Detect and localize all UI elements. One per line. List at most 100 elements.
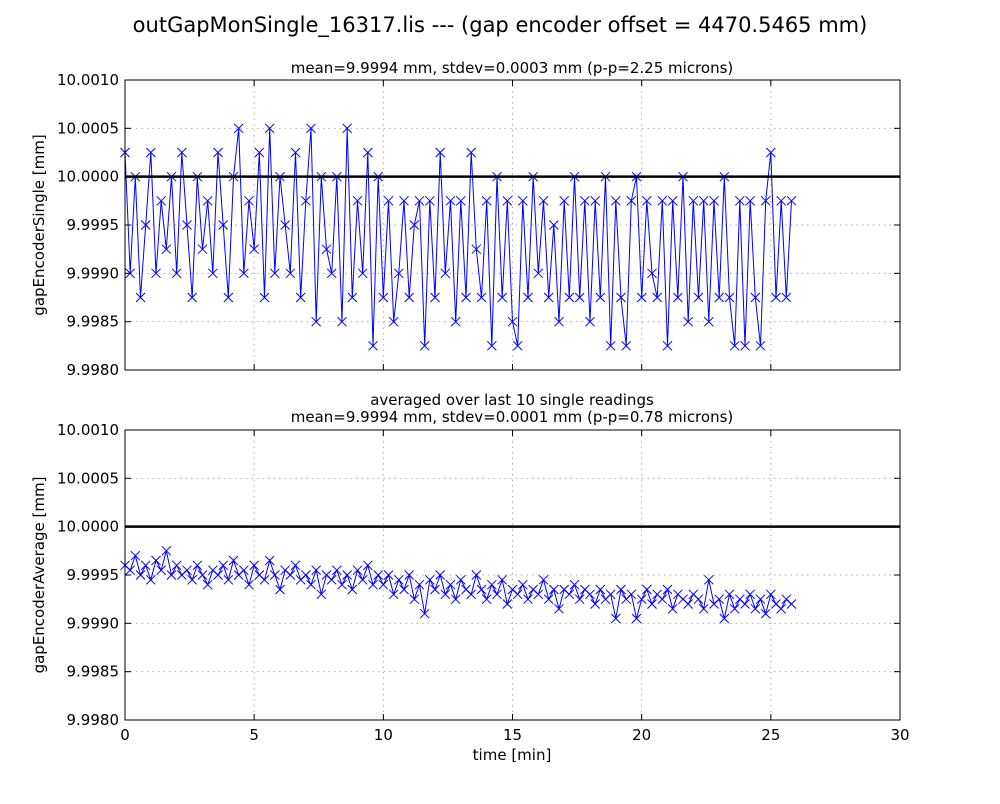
bottom-data-point: [249, 560, 260, 571]
top-data-point: [326, 268, 337, 279]
bottom-data-point: [543, 594, 554, 605]
bottom-data-point: [419, 608, 430, 619]
top-data-point: [533, 268, 544, 279]
bottom-data-point: [316, 589, 327, 600]
top-data-point: [424, 195, 435, 206]
bottom-data-point: [373, 570, 384, 580]
bottom-data-point: [409, 594, 420, 605]
bottom-data-point: [290, 560, 301, 571]
bottom-data-point: [145, 574, 156, 585]
bottom-xtick-label: 25: [761, 726, 780, 744]
bottom-data-point: [187, 574, 198, 585]
top-data-point: [280, 220, 291, 230]
bottom-data-point: [636, 594, 647, 605]
top-data-point: [750, 292, 761, 303]
bottom-data-point: [223, 574, 234, 585]
top-data-point: [259, 292, 270, 303]
bottom-data-point: [331, 565, 342, 576]
bottom-data-point: [533, 589, 544, 600]
top-data-point: [430, 292, 440, 303]
top-data-point: [419, 340, 430, 351]
top-data-point: [450, 316, 461, 327]
top-data-point: [223, 292, 234, 303]
bottom-ytick-label: 10.0000: [57, 518, 119, 536]
top-data-point: [595, 292, 606, 303]
top-data-point: [554, 316, 564, 327]
bottom-data-point: [264, 555, 275, 566]
top-data-point: [466, 147, 477, 158]
top-data-point: [610, 195, 621, 206]
bottom-data-point: [714, 594, 725, 605]
top-data-point: [517, 195, 528, 206]
bottom-data-point: [569, 579, 580, 590]
top-data-point: [435, 147, 446, 158]
bottom-data-point: [259, 574, 270, 585]
top-data-point: [626, 195, 637, 206]
top-data-point: [693, 292, 704, 303]
top-data-point: [585, 316, 595, 327]
bottom-data-point: [362, 560, 373, 571]
top-data-point: [688, 195, 699, 206]
bottom-data-point: [523, 594, 533, 605]
bottom-data-point: [585, 589, 595, 600]
top-data-point: [461, 292, 471, 303]
top-data-point: [776, 195, 787, 206]
top-data-point: [306, 123, 316, 134]
top-data-point: [734, 195, 745, 206]
top-data-point: [290, 147, 301, 158]
top-data-point: [182, 220, 192, 230]
bottom-ytick-label: 9.9990: [67, 614, 120, 632]
bottom-data-point: [455, 574, 466, 585]
top-data-point: [543, 292, 554, 303]
bottom-data-point: [538, 574, 549, 585]
top-data-point: [337, 316, 347, 327]
bottom-xtick-label: 10: [374, 726, 393, 744]
bottom-data-point: [729, 603, 740, 614]
top-data-point: [667, 195, 678, 206]
bottom-data-point: [517, 579, 528, 590]
bottom-data-point: [574, 594, 585, 605]
top-data-point: [559, 195, 570, 206]
bottom-data-point: [750, 603, 761, 614]
bottom-data-point: [590, 599, 601, 609]
bottom-data-point: [383, 570, 394, 580]
top-data-point: [724, 292, 735, 303]
top-data-point: [455, 195, 466, 206]
top-data-point: [233, 123, 244, 134]
bottom-data-point: [698, 603, 709, 614]
bottom-data-point: [311, 565, 322, 576]
top-data-point: [383, 195, 394, 206]
bottom-data-point: [610, 613, 621, 624]
top-data-point: [388, 316, 399, 327]
top-data-point: [641, 195, 652, 206]
top-data-point: [187, 292, 198, 303]
top-data-point: [213, 147, 223, 158]
bottom-data-point: [719, 613, 730, 624]
bottom-data-point: [440, 589, 451, 600]
top-data-point: [662, 340, 673, 351]
bottom-data-point: [476, 584, 487, 595]
bottom-data-point: [352, 565, 363, 576]
bottom-plot: averaged over last 10 single readings me…: [30, 391, 910, 764]
bottom-xtick-label: 5: [249, 726, 259, 744]
top-data-point: [698, 195, 709, 206]
top-data-point: [771, 292, 781, 303]
bottom-plot-ylabel: gapEncoderAverage [mm]: [30, 477, 48, 674]
bottom-data-point: [326, 574, 337, 585]
top-data-point: [202, 195, 213, 206]
bottom-data-point: [347, 584, 358, 595]
top-data-point: [238, 268, 249, 279]
top-data-point: [171, 268, 182, 279]
top-data-point: [207, 268, 218, 279]
bottom-data-point: [745, 589, 756, 600]
bottom-data-point: [631, 613, 642, 624]
bottom-data-point: [337, 579, 347, 590]
top-data-point: [590, 195, 601, 206]
top-data-point: [140, 220, 151, 230]
bottom-data-point: [238, 565, 249, 576]
bottom-data-point: [740, 599, 750, 609]
figure-title: outGapMonSingle_16317.lis --- (gap encod…: [133, 13, 868, 38]
bottom-ytick-label: 9.9985: [67, 663, 120, 681]
bottom-ytick-label: 9.9995: [67, 566, 120, 584]
top-data-point: [745, 195, 756, 206]
